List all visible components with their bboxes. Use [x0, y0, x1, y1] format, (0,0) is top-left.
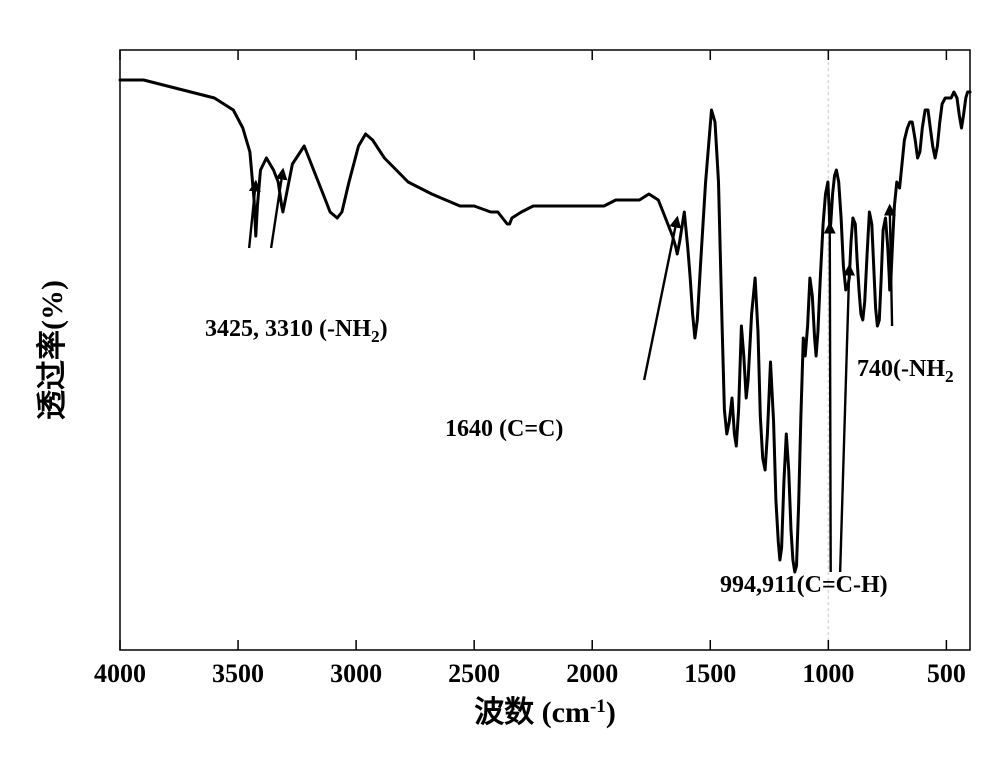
ir-spectrum-chart: 4000350030002500200015001000500波数 (cm-1)…	[0, 0, 1000, 758]
annotation-label: 740(-NH2	[857, 356, 954, 387]
svg-text:4000: 4000	[94, 659, 146, 688]
svg-text:1000: 1000	[802, 659, 854, 688]
svg-text:500: 500	[927, 659, 966, 688]
svg-text:3500: 3500	[212, 659, 264, 688]
svg-text:2000: 2000	[566, 659, 618, 688]
annotation-label: 3425, 3310 (-NH2)	[205, 316, 388, 347]
svg-text:2500: 2500	[448, 659, 500, 688]
svg-text:透过率(%): 透过率(%)	[36, 280, 69, 420]
svg-text:3000: 3000	[330, 659, 382, 688]
annotation-label: 994,911(C=C-H)	[720, 572, 888, 599]
svg-text:1500: 1500	[684, 659, 736, 688]
annotation-label: 1640 (C=C)	[445, 416, 563, 443]
